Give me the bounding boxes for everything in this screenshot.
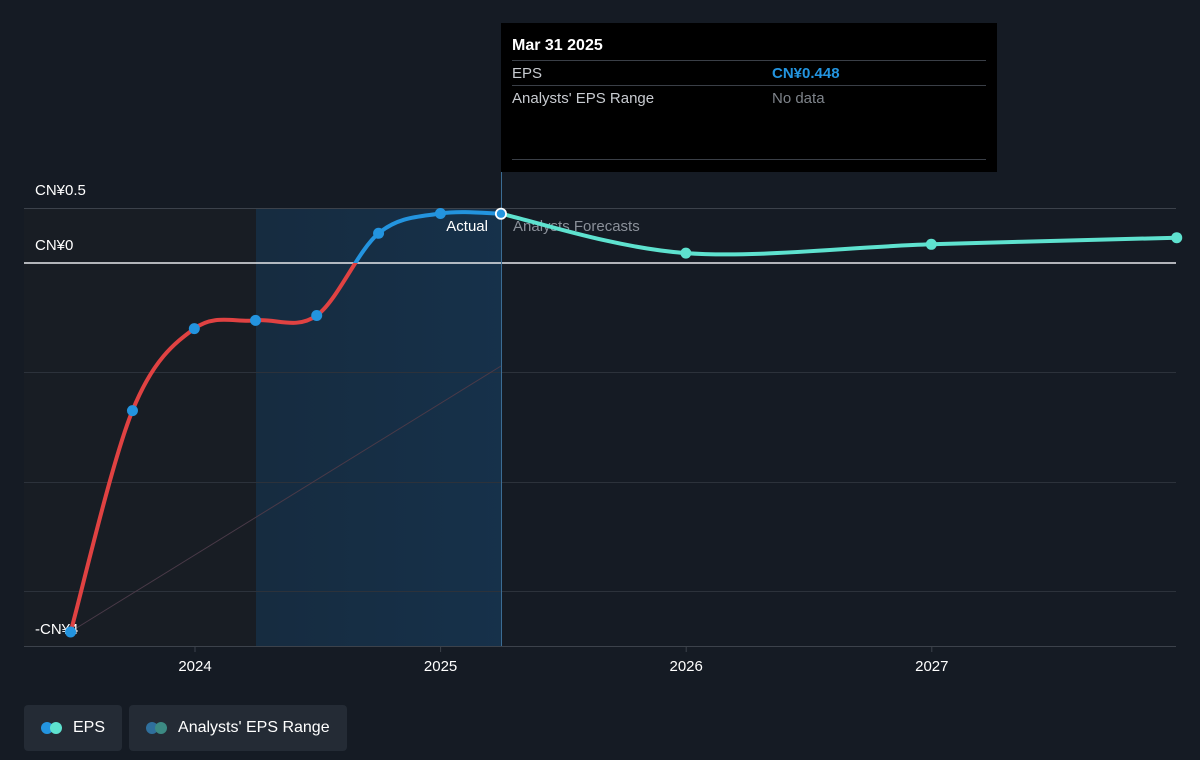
y-tick-label: CN¥0.5 bbox=[35, 182, 86, 199]
tooltip-eps-value: CN¥0.448 bbox=[772, 64, 840, 82]
legend-range-dot-right bbox=[155, 722, 168, 734]
eps-actual-point[interactable] bbox=[188, 323, 200, 335]
x-tick-label: 2024 bbox=[178, 658, 211, 675]
legend-range-label: Analysts' EPS Range bbox=[178, 719, 330, 736]
eps-actual-point[interactable] bbox=[311, 309, 323, 321]
legend: EPS Analysts' EPS Range bbox=[24, 705, 347, 751]
legend-eps-dot-right bbox=[50, 722, 62, 734]
tooltip-row-range: Analysts' EPS Range No data bbox=[512, 85, 986, 110]
legend-item-eps[interactable]: EPS bbox=[24, 705, 123, 751]
eps-forecast-point[interactable] bbox=[925, 238, 937, 250]
eps-actual-point[interactable] bbox=[126, 405, 138, 417]
eps-actual-point[interactable] bbox=[373, 227, 385, 239]
tooltip-row-eps: EPS CN¥0.448 bbox=[512, 60, 986, 85]
legend-item-range[interactable]: Analysts' EPS Range bbox=[129, 705, 347, 751]
tooltip: Mar 31 2025 EPS CN¥0.448 Analysts' EPS R… bbox=[501, 23, 997, 172]
legend-eps-icon bbox=[41, 722, 63, 734]
x-tick-label: 2025 bbox=[424, 658, 457, 675]
eps-actual-point[interactable] bbox=[250, 314, 262, 326]
eps-chart: CN¥0.5CN¥0-CN¥4 2024 2025 2026 2027 Actual … bbox=[24, 172, 1183, 675]
eps-forecast-point[interactable] bbox=[1171, 232, 1183, 244]
past-diagonal bbox=[69, 365, 502, 633]
eps-actual-point[interactable] bbox=[434, 208, 446, 219]
forecast-label: Analysts Forecasts bbox=[513, 218, 640, 235]
tooltip-range-value: No data bbox=[772, 89, 825, 107]
tooltip-eps-label: EPS bbox=[512, 64, 543, 82]
tooltip-range-label: Analysts' EPS Range bbox=[512, 89, 655, 107]
eps-forecast-line bbox=[498, 211, 1179, 257]
eps-actual-point[interactable] bbox=[65, 626, 77, 638]
tooltip-date: Mar 31 2025 bbox=[512, 37, 603, 54]
x-tick-label: 2026 bbox=[670, 658, 703, 675]
legend-eps-label: EPS bbox=[73, 719, 106, 736]
actual-label: Actual bbox=[446, 218, 488, 235]
x-tick-label: 2027 bbox=[915, 658, 948, 675]
tooltip-divider bbox=[512, 159, 986, 160]
y-tick-label: CN¥0 bbox=[35, 237, 73, 254]
legend-range-icon bbox=[146, 722, 168, 734]
eps-actual-line bbox=[352, 210, 503, 263]
eps-hover-point-inner bbox=[496, 209, 506, 218]
past-shade bbox=[24, 208, 256, 646]
eps-forecast-point[interactable] bbox=[680, 247, 692, 259]
highlight-window bbox=[256, 208, 502, 646]
gridlines bbox=[24, 208, 1176, 647]
